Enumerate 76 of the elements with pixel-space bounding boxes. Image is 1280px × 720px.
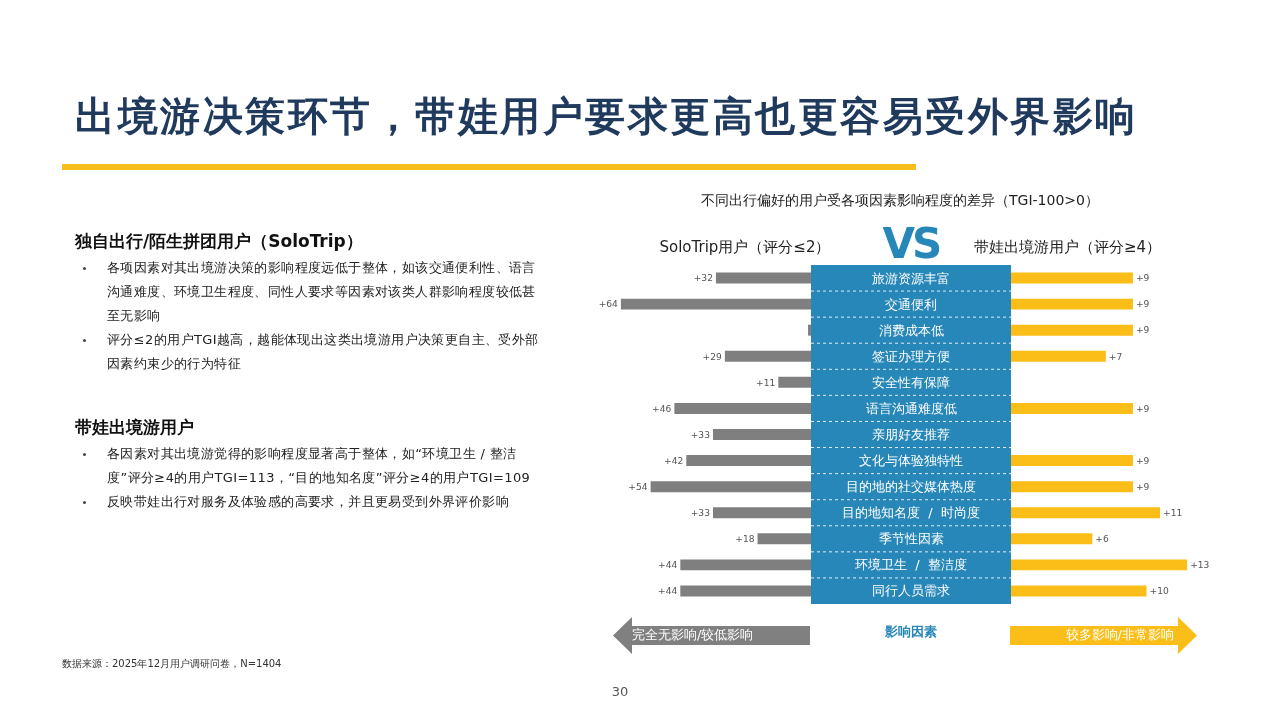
bar bbox=[650, 481, 811, 493]
bar bbox=[1011, 298, 1133, 310]
bar bbox=[1011, 559, 1188, 571]
text: 30 bbox=[610, 683, 630, 701]
bar bbox=[1011, 272, 1133, 284]
bar bbox=[674, 402, 811, 414]
data-label: +9 bbox=[1135, 325, 1150, 336]
bar bbox=[620, 298, 811, 310]
data-label: +33 bbox=[690, 429, 711, 440]
text: 较多影响/非常影响 bbox=[1064, 626, 1174, 644]
data-label: +44 bbox=[658, 586, 678, 597]
data-label: +13 bbox=[1190, 560, 1210, 571]
data-label: +6 bbox=[1095, 534, 1109, 545]
data-label: +11 bbox=[756, 377, 776, 388]
data-label: +7 bbox=[1108, 351, 1123, 362]
y-tick-label: 语言沟通难度低 bbox=[866, 401, 957, 416]
bar bbox=[712, 507, 811, 519]
y-tick-label: 消费成本低 bbox=[879, 323, 944, 338]
text: 带娃出境游用户 bbox=[75, 416, 195, 439]
data-label: +9 bbox=[1135, 455, 1150, 466]
bar bbox=[715, 272, 811, 284]
data-label: +9 bbox=[1135, 273, 1150, 284]
bar bbox=[686, 455, 811, 467]
text: 各因素对其出境游觉得的影响程度显著高于整体，如“环境卫生 / 整洁度”评分≥4的用户TGI=113，“目的地知名度”评分≥4的用户TGI=109 bbox=[107, 446, 531, 485]
y-tick-label: 同行人员需求 bbox=[872, 583, 950, 598]
data-label: +10 bbox=[1149, 586, 1169, 597]
data-label: +46 bbox=[652, 403, 672, 414]
text: 影响因素 bbox=[884, 623, 938, 641]
data-label: +11 bbox=[1163, 508, 1183, 519]
data-label: +18 bbox=[735, 534, 755, 545]
bar bbox=[1011, 481, 1133, 493]
y-tick-label: 旅游资源丰富 bbox=[872, 271, 950, 286]
data-label: +42 bbox=[664, 455, 684, 466]
y-tick-label: 目的地知名度 / 时尚度 bbox=[842, 505, 980, 520]
y-tick-label: 环境卫生 / 整洁度 bbox=[855, 557, 967, 572]
data-label: +64 bbox=[598, 299, 619, 310]
series-label: 带娃出境游用户（评分≥4） bbox=[973, 238, 1162, 256]
text: 完全无影响/较低影响 bbox=[632, 626, 754, 644]
series-label: SoloTrip用户（评分≤2） bbox=[659, 238, 831, 256]
bar bbox=[724, 350, 811, 362]
data-label: +33 bbox=[690, 508, 711, 519]
y-tick-label: 目的地的社交媒体热度 bbox=[846, 479, 976, 494]
bar bbox=[1011, 402, 1133, 414]
y-tick-label: 文化与体验独特性 bbox=[859, 453, 963, 468]
bar bbox=[1011, 585, 1147, 597]
chart-title: 出境游决策环节，带娃用户要求更高也更容易受外界影响 bbox=[75, 92, 1138, 141]
text: 评分≤2的用户TGI越高，越能体现出这类出境游用户决策更自主、受外部因素约束少的行为特征 bbox=[107, 332, 539, 371]
bar bbox=[680, 585, 811, 597]
bar bbox=[712, 429, 811, 440]
text: 反映带娃出行对服务及体验感的高要求，并且更易受到外界评价影响 bbox=[107, 494, 509, 509]
text: 各项因素对其出境游决策的影响程度远低于整体，如该交通便利性、语言沟通难度、环境卫生程度、同性人要求等因素对该类人群影响程度较低甚至无影响 bbox=[107, 260, 536, 323]
bar bbox=[680, 559, 811, 571]
bar bbox=[1011, 455, 1133, 467]
text: 独自出行/陌生拼团用户（SoloTrip） bbox=[75, 230, 364, 253]
data-label: +9 bbox=[1135, 403, 1150, 414]
y-tick-label: 签证办理方便 bbox=[872, 349, 950, 364]
data-label: +9 bbox=[1135, 299, 1150, 310]
bar bbox=[778, 376, 811, 388]
data-label: +29 bbox=[702, 351, 723, 362]
data-label: +9 bbox=[1135, 481, 1150, 492]
bar bbox=[1011, 324, 1133, 336]
bar bbox=[757, 533, 811, 545]
y-tick-label: 季节性因素 bbox=[879, 531, 944, 546]
y-tick-label: 交通便利 bbox=[885, 297, 937, 312]
bar bbox=[1011, 507, 1161, 519]
data-label: +44 bbox=[658, 560, 678, 571]
bar bbox=[1011, 350, 1106, 362]
source-note: 数据来源：2025年12月用户调研问卷，N=1404 bbox=[62, 657, 282, 671]
y-tick-label: 安全性有保障 bbox=[872, 375, 950, 390]
data-label: +54 bbox=[628, 481, 648, 492]
bar bbox=[808, 324, 811, 336]
data-label: +32 bbox=[693, 273, 713, 284]
bar bbox=[1011, 533, 1093, 545]
y-tick-label: 亲朋好友推荐 bbox=[872, 427, 950, 442]
text: 不同出行偏好的用户受各项因素影响程度的差异（TGI-100>0） bbox=[700, 191, 1100, 210]
text: VS bbox=[881, 219, 941, 268]
